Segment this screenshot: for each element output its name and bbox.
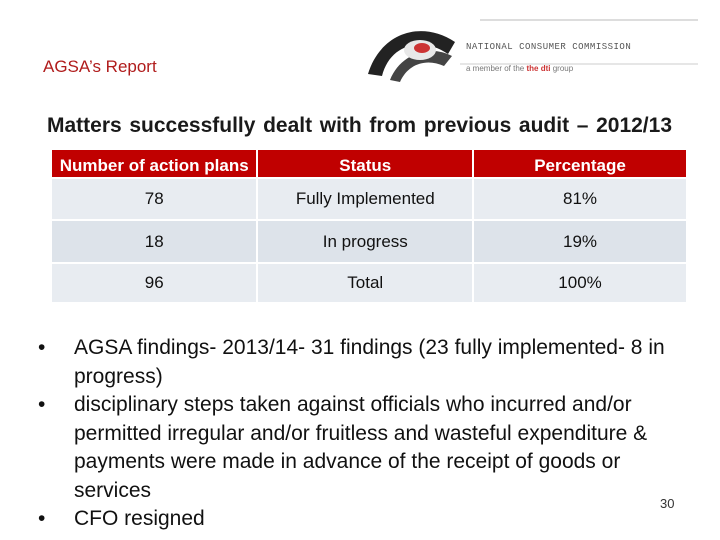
bullet-icon: • bbox=[38, 507, 46, 530]
cell-number: 78 bbox=[52, 177, 259, 220]
cell-status: Fully Implemented bbox=[257, 177, 475, 220]
cell-number: 96 bbox=[52, 262, 259, 302]
table-header-row: Number of action plans Status Percentage bbox=[52, 150, 686, 178]
cell-percentage: 19% bbox=[473, 219, 686, 263]
logo-tagline-suffix: group bbox=[552, 64, 574, 73]
page-number: 30 bbox=[660, 496, 675, 511]
slide-header-title: AGSA’s Report bbox=[43, 57, 157, 76]
bullet-list: • AGSA findings- 2013/14- 31 findings (23… bbox=[38, 334, 678, 534]
column-header-number: Number of action plans bbox=[52, 150, 259, 178]
table-row: 96 Total 100% bbox=[52, 262, 686, 302]
logo-tagline-prefix: a member of the bbox=[466, 64, 525, 73]
list-item: • disciplinary steps taken against offici… bbox=[38, 391, 678, 505]
bullet-icon: • bbox=[38, 336, 46, 359]
logo-tagline-dti: the dti bbox=[526, 64, 551, 73]
list-item: • CFO resigned bbox=[38, 505, 678, 534]
table-row: 78 Fully Implemented 81% bbox=[52, 177, 686, 220]
cell-number: 18 bbox=[52, 219, 259, 263]
column-header-percentage: Percentage bbox=[473, 150, 686, 178]
list-item: • AGSA findings- 2013/14- 31 findings (23… bbox=[38, 334, 678, 391]
cell-percentage: 81% bbox=[473, 177, 686, 220]
cell-percentage: 100% bbox=[473, 262, 686, 302]
logo-org-name: NATIONAL CONSUMER COMMISSION bbox=[466, 42, 632, 52]
bullet-icon: • bbox=[38, 393, 46, 416]
cell-status: Total bbox=[257, 262, 475, 302]
bullet-text: CFO resigned bbox=[74, 507, 205, 530]
logo-tagline: a member of the the dti group bbox=[466, 64, 573, 73]
column-header-status: Status bbox=[257, 150, 475, 178]
table-row: 18 In progress 19% bbox=[52, 219, 686, 263]
action-plans-table: Number of action plans Status Percentage… bbox=[52, 150, 686, 302]
bullet-text: disciplinary steps taken against officia… bbox=[74, 393, 648, 502]
bullet-text: AGSA findings- 2013/14- 31 findings (23 … bbox=[74, 336, 665, 388]
slide-heading: Matters successfully dealt with from pre… bbox=[47, 114, 672, 137]
cell-status: In progress bbox=[257, 219, 475, 263]
ncc-logo-graphic bbox=[368, 19, 698, 82]
